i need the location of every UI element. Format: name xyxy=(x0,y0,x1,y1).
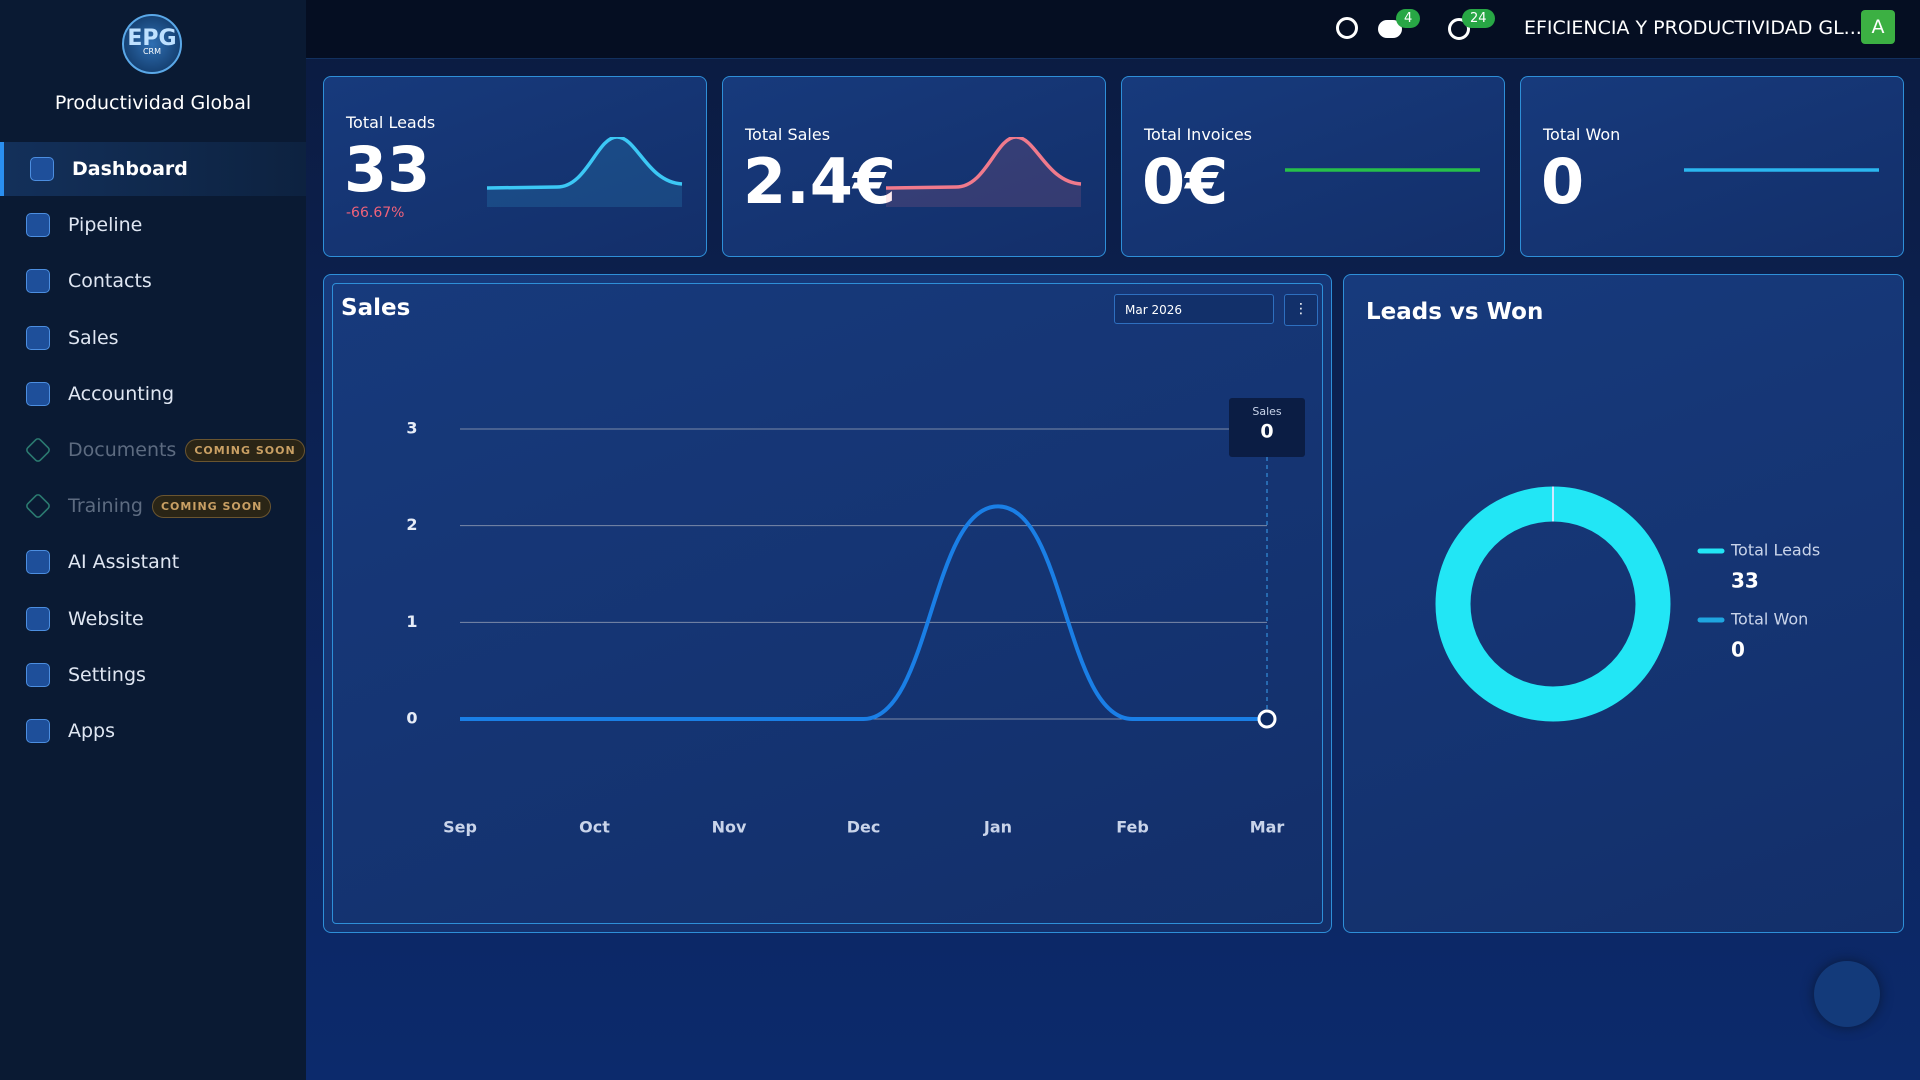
menu-label: AI Assistant xyxy=(68,551,180,574)
donut-panel: Leads vs Won xyxy=(1343,274,1904,933)
more-button[interactable]: ⋮ xyxy=(1284,294,1318,326)
menu-label: Sales xyxy=(68,326,119,349)
brand: Productividad Global xyxy=(54,92,252,114)
menu-label: Contacts xyxy=(68,270,152,293)
assistant-button[interactable] xyxy=(1814,961,1880,1027)
menu-item[interactable]: Apps xyxy=(0,704,306,758)
menu-icon xyxy=(26,325,50,350)
menu-icon xyxy=(26,662,50,687)
menu-label: Settings xyxy=(68,663,146,686)
logo-text: EPG xyxy=(127,26,177,51)
menu-label: Training xyxy=(68,495,143,518)
menu-item[interactable]: Accounting xyxy=(0,367,306,421)
activity-badge: 24 xyxy=(1462,9,1495,28)
menu-item[interactable]: Website xyxy=(0,592,306,646)
coming-soon-badge: COMING SOON xyxy=(151,494,272,518)
kpi-card: Total Sales 2.4€ xyxy=(722,76,1106,257)
avatar[interactable]: A xyxy=(1861,10,1895,44)
sparkline xyxy=(1285,168,1480,172)
date-filter[interactable]: Mar 2026 xyxy=(1114,294,1274,324)
menu-label: Accounting xyxy=(68,382,175,405)
kpi-title: Total Won xyxy=(1543,125,1621,144)
menu-icon xyxy=(26,550,50,575)
menu-item[interactable]: Training COMING SOON xyxy=(0,479,306,533)
menu-icon xyxy=(26,381,50,406)
sparkline-line xyxy=(886,137,1082,190)
menu-label: Apps xyxy=(68,720,116,742)
logo-sub: CRM xyxy=(142,47,162,56)
chat-icon[interactable] xyxy=(1378,20,1402,38)
sales-panel: Sales Mar 2026 ⋮ xyxy=(323,274,1332,933)
sparkline xyxy=(487,137,683,207)
sidebar: EPG CRM Productividad Global Dashboard Pi… xyxy=(0,0,306,1080)
kpi-value: 0€ xyxy=(1142,145,1229,218)
settings-icon[interactable] xyxy=(1336,17,1358,39)
kpi-value: 33 xyxy=(344,133,431,206)
menu-item[interactable]: Dashboard xyxy=(0,142,306,196)
kpi-title: Total Invoices xyxy=(1144,125,1252,144)
logo[interactable]: EPG CRM xyxy=(122,14,182,74)
messages-badge: 4 xyxy=(1396,9,1421,28)
menu-icon xyxy=(26,606,50,631)
menu-label: Dashboard xyxy=(72,158,188,180)
menu-icon xyxy=(26,269,50,294)
menu-icon xyxy=(24,436,52,464)
menu-icon xyxy=(24,492,52,520)
menu-item[interactable]: Sales xyxy=(0,311,306,365)
kpi-value: 2.4€ xyxy=(743,145,896,218)
menu-item[interactable]: Settings xyxy=(0,648,306,702)
kpi-card: Total Leads 33 -66.67% xyxy=(323,76,707,257)
kpi-card: Total Won 0 xyxy=(1520,76,1904,257)
menu-item[interactable]: AI Assistant xyxy=(0,535,306,589)
menu-item[interactable]: Pipeline xyxy=(0,198,306,252)
sales-panel-inner xyxy=(332,283,1323,924)
company-name[interactable]: EFICIENCIA Y PRODUCTIVIDAD GL... xyxy=(1524,17,1862,39)
menu-label: Documents xyxy=(68,439,177,461)
chart-title: Sales xyxy=(341,295,411,321)
kpi-change: -66.67% xyxy=(346,205,405,221)
sparkline xyxy=(886,137,1082,207)
sparkline xyxy=(1684,168,1879,172)
menu-item[interactable]: Documents COMING SOON xyxy=(0,423,306,477)
kpi-card: Total Invoices 0€ xyxy=(1121,76,1505,257)
kpi-value: 0 xyxy=(1541,145,1585,218)
coming-soon-badge: COMING SOON xyxy=(185,438,305,462)
kpi-title: Total Leads xyxy=(346,113,436,132)
topbar: 4 24 EFICIENCIA Y PRODUCTIVIDAD GL... A xyxy=(306,0,1920,59)
menu-icon xyxy=(30,157,54,181)
menu-item[interactable]: Contacts xyxy=(0,254,306,308)
menu-icon xyxy=(26,719,50,743)
chart-title: Leads vs Won xyxy=(1366,299,1544,325)
menu-icon xyxy=(26,213,50,238)
menu-label: Website xyxy=(68,607,144,630)
date-filter-text: Mar 2026 xyxy=(1125,303,1182,317)
sparkline-line xyxy=(487,137,683,190)
kpi-title: Total Sales xyxy=(745,125,831,144)
menu-label: Pipeline xyxy=(68,214,143,237)
activity-icon[interactable] xyxy=(1448,18,1470,40)
